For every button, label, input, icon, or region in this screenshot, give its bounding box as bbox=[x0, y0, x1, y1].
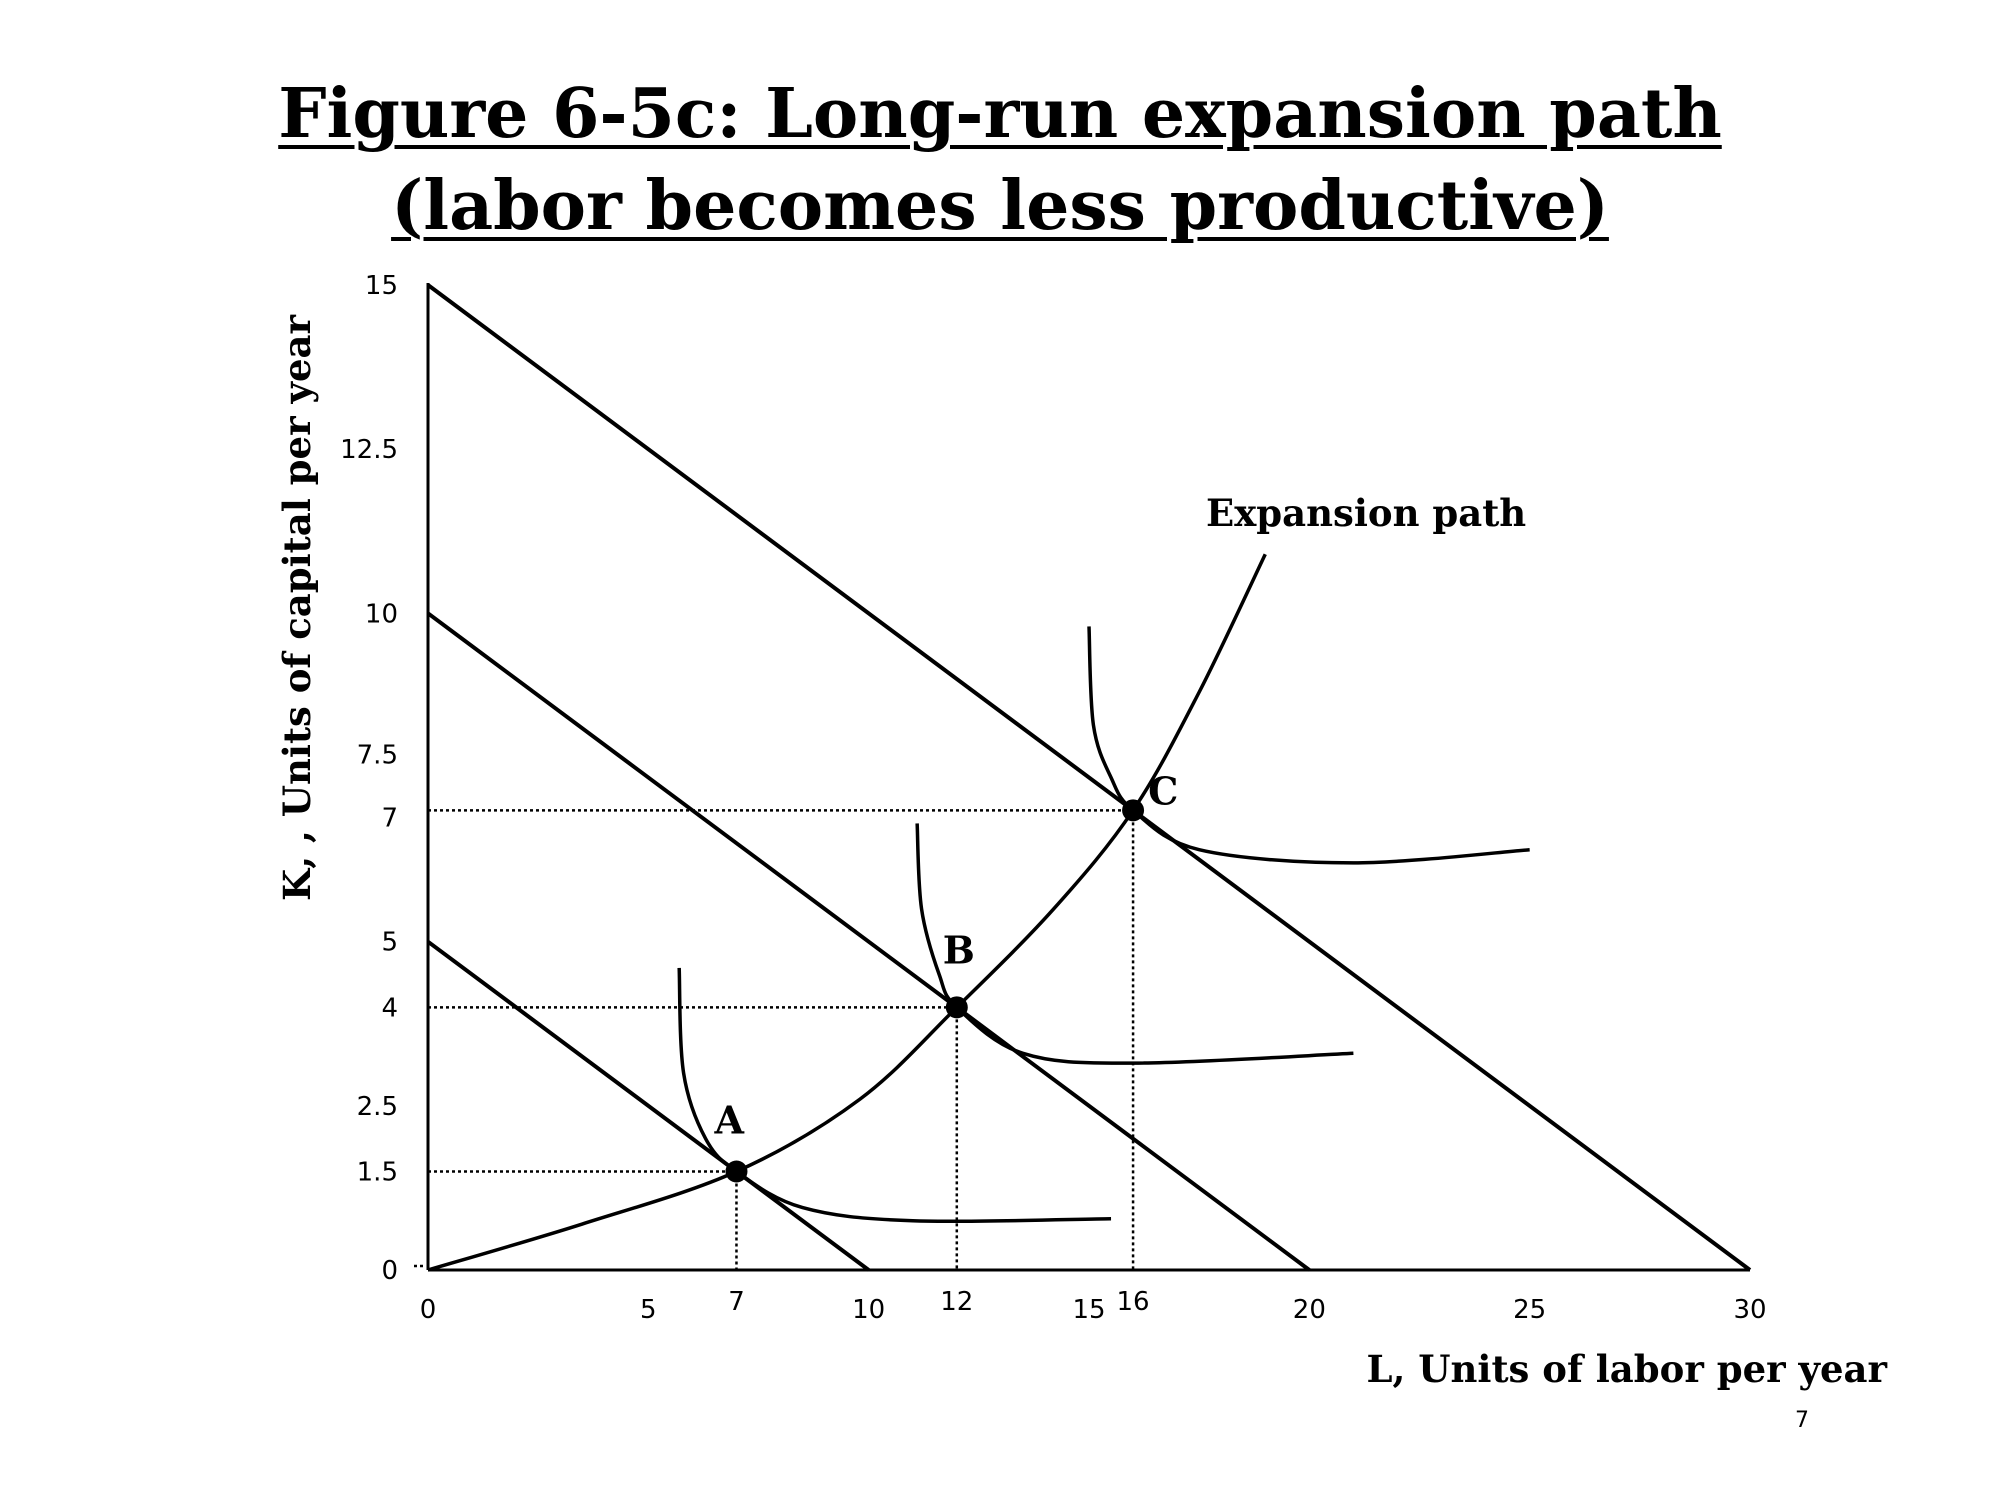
y-tick-label: 4 bbox=[381, 993, 398, 1023]
y-tick-label: 12.5 bbox=[340, 435, 398, 465]
x-axis-label: L, Units of labor per year bbox=[1366, 1347, 1887, 1391]
point-A bbox=[725, 1160, 748, 1183]
isoquant-2 bbox=[915, 823, 1354, 1065]
isoquant-3 bbox=[1087, 626, 1530, 865]
y-axis-label: K, , Units of capital per year bbox=[275, 315, 319, 901]
chart-title: Figure 6-5c: Long-run expansion path (la… bbox=[0, 68, 2000, 252]
expansion-path-label: Expansion path bbox=[1206, 491, 1526, 535]
point-B bbox=[945, 996, 968, 1019]
title-line-1: Figure 6-5c: Long-run expansion path bbox=[278, 74, 1722, 154]
chart-lines bbox=[426, 283, 1752, 1272]
y-tick-label: 15 bbox=[365, 271, 398, 301]
point-C bbox=[1122, 799, 1145, 822]
isoquant-1 bbox=[677, 967, 1112, 1224]
isocost-line-2 bbox=[426, 611, 1311, 1272]
point-label-B: B bbox=[943, 927, 975, 972]
page-number: 7 bbox=[1795, 1408, 1809, 1433]
y-tick-label: 1.5 bbox=[357, 1158, 398, 1188]
point-label-C: C bbox=[1148, 768, 1178, 813]
y-tick-label: 7 bbox=[381, 803, 398, 833]
axes bbox=[414, 283, 1750, 1272]
x-marked-tick-label: 16 bbox=[1117, 1287, 1150, 1317]
y-tick-label: 0 bbox=[381, 1256, 398, 1286]
y-tick-label: 5 bbox=[381, 928, 398, 958]
x-tick-label: 5 bbox=[640, 1295, 657, 1325]
tick-labels: 0 1.5 2.5 4 5 7 7.5 10 12.5 15 0 5 10 15 20 25 30 7 12 16 bbox=[340, 271, 1766, 1325]
x-tick-label: 25 bbox=[1513, 1295, 1546, 1325]
title-line-2: (labor becomes less productive) bbox=[391, 166, 1609, 246]
y-tick-label: 2.5 bbox=[357, 1092, 398, 1122]
x-tick-label: 0 bbox=[420, 1295, 437, 1325]
guide-lines bbox=[428, 809, 1135, 1270]
expansion-path-curve bbox=[427, 553, 1267, 1272]
x-tick-label: 20 bbox=[1293, 1295, 1326, 1325]
x-marked-tick-label: 7 bbox=[728, 1287, 745, 1317]
x-marked-tick-label: 12 bbox=[940, 1287, 973, 1317]
point-label-A: A bbox=[713, 1098, 744, 1143]
y-tick-label: 7.5 bbox=[357, 741, 398, 771]
x-tick-label: 30 bbox=[1733, 1295, 1766, 1325]
equilibrium-points: A B C bbox=[713, 768, 1178, 1183]
isocost-line-1 bbox=[426, 940, 870, 1272]
isocost-line-3 bbox=[426, 283, 1752, 1272]
y-tick-label: 10 bbox=[365, 599, 398, 629]
x-tick-label: 15 bbox=[1072, 1295, 1105, 1325]
x-tick-label: 10 bbox=[852, 1295, 885, 1325]
